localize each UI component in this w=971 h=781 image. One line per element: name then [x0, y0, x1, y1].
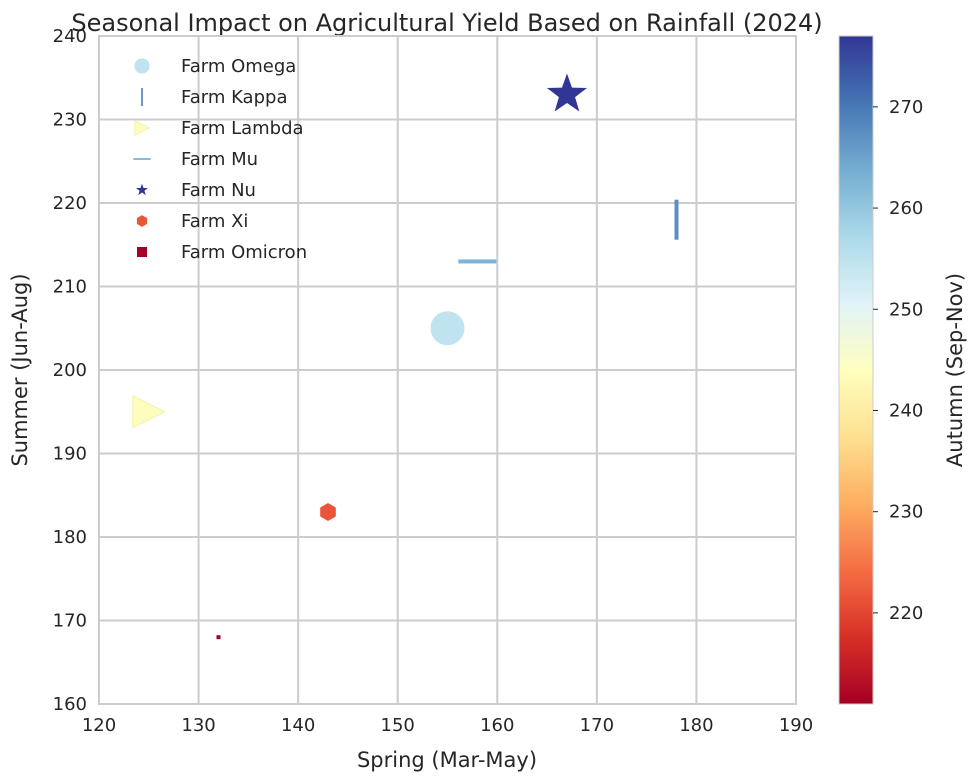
x-axis-label: Spring (Mar-May): [357, 748, 537, 772]
y-tick-label: 240: [53, 26, 87, 47]
legend-marker-farm-kappa: [141, 88, 143, 106]
y-tick-label: 230: [53, 110, 87, 131]
y-tick-label: 190: [53, 444, 87, 465]
x-tick-label: 120: [82, 715, 116, 736]
marker-farm-mu: [458, 259, 497, 264]
legend-marker-farm-lambda: [134, 119, 151, 137]
colorbar-tick-label: 270: [889, 97, 923, 118]
legend-label-farm-omega: Farm Omega: [181, 56, 296, 77]
marker-farm-lambda: [132, 394, 166, 429]
x-tick-labels: 120 130 140 150 160 170 180 190: [82, 715, 813, 736]
data-markers: [132, 73, 679, 640]
legend-label-farm-omicron: Farm Omicron: [181, 242, 307, 263]
y-tick-label: 200: [53, 360, 87, 381]
legend-marker-farm-mu: [133, 158, 151, 160]
y-tick-label: 170: [53, 611, 87, 632]
colorbar-tick-label: 250: [889, 299, 923, 320]
legend-marker-farm-omicron: [137, 247, 147, 257]
x-tick-label: 170: [580, 715, 614, 736]
legend-marker-farm-xi: [136, 215, 148, 227]
y-tick-label: 210: [53, 277, 87, 298]
x-tick-label: 180: [679, 715, 713, 736]
legend-label-farm-lambda: Farm Lambda: [181, 118, 304, 139]
colorbar-tick-label: 260: [889, 198, 923, 219]
legend-marker-farm-omega: [134, 58, 150, 74]
x-tick-label: 140: [281, 715, 315, 736]
legend-label-farm-xi: Farm Xi: [181, 211, 248, 232]
colorbar-label: Autumn (Sep-Nov): [943, 273, 967, 467]
legend-label-farm-kappa: Farm Kappa: [181, 87, 287, 108]
x-tick-label: 130: [181, 715, 215, 736]
y-tick-label: 220: [53, 193, 87, 214]
x-tick-label: 160: [480, 715, 514, 736]
y-tick-label: 160: [53, 694, 87, 715]
y-axis-label: Summer (Jun-Aug): [8, 273, 32, 466]
marker-farm-omega: [430, 311, 465, 346]
legend: Farm Omega Farm Kappa Farm Lambda Farm Mu Fa…: [133, 56, 307, 263]
legend-marker-farm-nu: [136, 183, 148, 196]
marker-farm-nu: [547, 73, 587, 112]
colorbar-tick-label: 230: [889, 502, 923, 523]
x-tick-label: 150: [381, 715, 415, 736]
x-tick-label: 190: [779, 715, 813, 736]
colorbar-tick-labels: 220 230 240 250 260 270: [873, 97, 923, 624]
colorbar: [838, 35, 874, 705]
colorbar-tick-label: 240: [889, 400, 923, 421]
chart-title: Seasonal Impact on Agricultural Yield Ba…: [71, 9, 822, 37]
y-tick-label: 180: [53, 527, 87, 548]
marker-farm-kappa: [674, 199, 679, 240]
legend-label-farm-nu: Farm Nu: [181, 180, 256, 201]
colorbar-tick-label: 220: [889, 603, 923, 624]
marker-farm-xi: [320, 502, 336, 521]
marker-farm-omicron: [216, 635, 221, 640]
y-tick-labels: 160 170 180 190 200 210 220 230 240: [53, 26, 87, 715]
plot-frame: [98, 35, 797, 705]
legend-label-farm-mu: Farm Mu: [181, 149, 258, 170]
